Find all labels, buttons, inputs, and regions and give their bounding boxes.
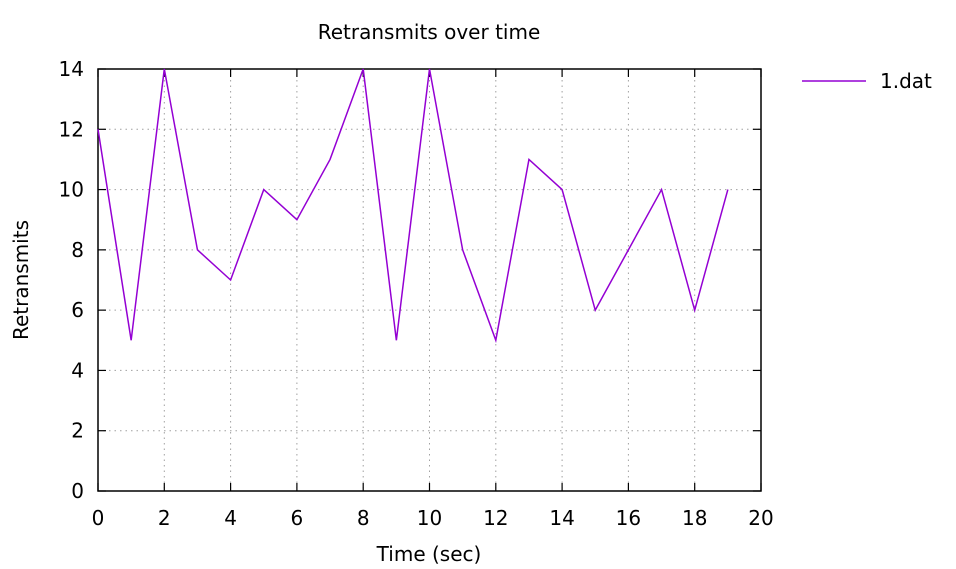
grid-lines [98,69,761,491]
x-axis-tick-labels: 0 2 4 6 8 10 12 14 16 18 20 [92,506,774,530]
x-tick-label: 0 [92,506,105,530]
y-tick-label: 4 [71,358,84,382]
axis-ticks [97,68,762,492]
x-tick-label: 2 [158,506,171,530]
legend-label-1-dat: 1.dat [880,69,932,93]
y-tick-label: 14 [59,57,84,81]
y-axis-tick-labels: 0 2 4 6 8 10 12 14 [59,57,84,503]
y-tick-label: 8 [71,238,84,262]
y-tick-label: 2 [71,419,84,443]
legend: 1.dat [802,69,932,93]
chart-title: Retransmits over time [318,20,541,44]
y-tick-label: 6 [71,298,84,322]
series-group [97,68,729,344]
x-tick-label: 10 [417,506,442,530]
series-line-0 [97,68,729,344]
y-tick-label: 10 [59,178,84,202]
x-tick-label: 4 [224,506,237,530]
y-axis-title: Retransmits [9,220,33,340]
x-tick-label: 18 [682,506,707,530]
y-tick-label: 12 [59,117,84,141]
x-tick-label: 8 [357,506,370,530]
x-tick-label: 12 [483,506,508,530]
x-tick-label: 20 [748,506,773,530]
x-tick-label: 14 [549,506,574,530]
x-tick-label: 6 [291,506,304,530]
x-axis-title: Time (sec) [376,542,482,566]
y-tick-label: 0 [71,479,84,503]
x-tick-label: 16 [616,506,641,530]
